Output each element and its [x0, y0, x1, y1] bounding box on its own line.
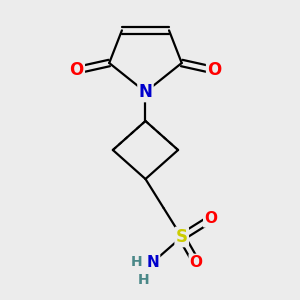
Text: N: N: [139, 83, 152, 101]
Text: H: H: [138, 274, 149, 287]
Text: O: O: [70, 61, 84, 79]
Text: S: S: [176, 228, 188, 246]
Text: N: N: [146, 255, 159, 270]
Text: O: O: [207, 61, 221, 79]
Text: H: H: [130, 255, 142, 269]
Text: O: O: [204, 212, 217, 226]
Text: O: O: [190, 255, 203, 270]
